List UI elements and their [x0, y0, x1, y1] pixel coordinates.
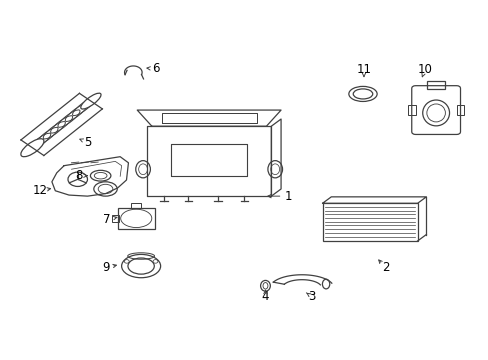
- Bar: [112, 215, 119, 222]
- Text: 9: 9: [102, 261, 109, 274]
- Ellipse shape: [21, 139, 44, 157]
- Bar: [456, 105, 463, 116]
- Text: 12: 12: [32, 184, 47, 197]
- Text: 5: 5: [83, 136, 91, 149]
- Text: 7: 7: [103, 213, 110, 226]
- Text: 4: 4: [261, 290, 269, 303]
- Text: 10: 10: [417, 63, 431, 76]
- Text: 8: 8: [75, 169, 82, 182]
- Bar: [131, 203, 141, 208]
- Bar: [118, 208, 154, 229]
- Text: 11: 11: [356, 63, 371, 76]
- Bar: [322, 203, 417, 241]
- Bar: [427, 81, 444, 89]
- Text: 2: 2: [382, 261, 389, 274]
- Text: 1: 1: [284, 190, 291, 203]
- Bar: [407, 105, 415, 116]
- Ellipse shape: [81, 93, 101, 109]
- Text: 6: 6: [152, 62, 159, 75]
- Text: 3: 3: [307, 290, 315, 303]
